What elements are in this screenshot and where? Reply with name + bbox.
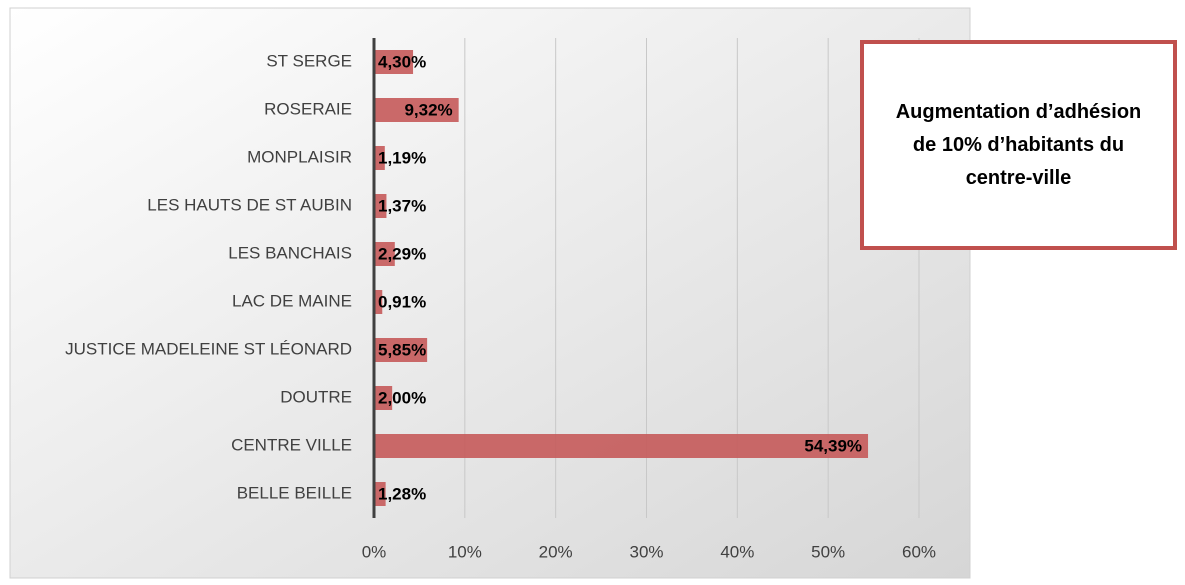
y-tick-label: LES HAUTS DE ST AUBIN (147, 195, 352, 214)
bar (374, 290, 383, 314)
chart-background (9, 7, 971, 579)
x-tick-label: 50% (811, 542, 845, 561)
value-label: 4,30% (378, 52, 426, 71)
bar (374, 98, 459, 122)
value-label: 5,85% (378, 340, 426, 359)
y-tick-label: LAC DE MAINE (232, 291, 352, 310)
bar (374, 482, 386, 506)
bar (374, 146, 385, 170)
bar (374, 338, 428, 362)
y-tick-label: MONPLAISIR (247, 147, 352, 166)
bar (374, 50, 414, 74)
x-tick-label: 60% (902, 542, 936, 561)
x-tick-label: 10% (448, 542, 482, 561)
value-label: 1,28% (378, 484, 426, 503)
value-label: 54,39% (804, 436, 862, 455)
bar (374, 194, 387, 218)
value-label: 0,91% (378, 292, 426, 311)
value-label: 9,32% (404, 100, 452, 119)
value-label: 2,00% (378, 388, 426, 407)
y-tick-label: ROSERAIE (264, 99, 352, 118)
value-label: 2,29% (378, 244, 426, 263)
y-tick-label: LES BANCHAIS (228, 243, 352, 262)
x-tick-label: 20% (539, 542, 573, 561)
bar (374, 434, 869, 458)
bar (374, 242, 395, 266)
y-tick-label: BELLE BEILLE (237, 483, 352, 502)
x-tick-label: 0% (362, 542, 387, 561)
bar (374, 386, 393, 410)
value-label: 1,37% (378, 196, 426, 215)
annotation: Augmentation d’adhésion de 10% d’habitan… (860, 40, 1177, 250)
x-tick-label: 30% (629, 542, 663, 561)
y-tick-label: DOUTRE (280, 387, 352, 406)
y-tick-label: ST SERGE (266, 51, 352, 70)
value-label: 1,19% (378, 148, 426, 167)
x-tick-label: 40% (720, 542, 754, 561)
y-tick-label: JUSTICE MADELEINE ST LÉONARD (65, 339, 352, 358)
y-tick-label: CENTRE VILLE (231, 435, 352, 454)
